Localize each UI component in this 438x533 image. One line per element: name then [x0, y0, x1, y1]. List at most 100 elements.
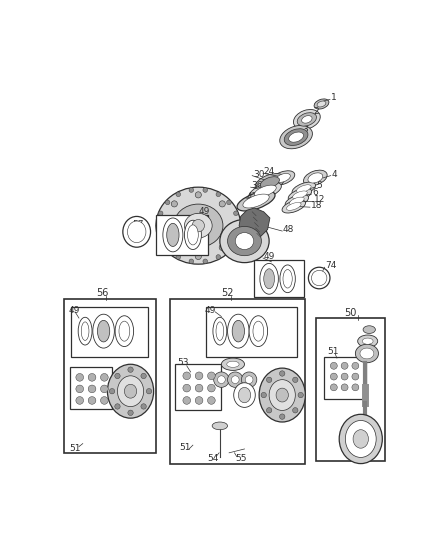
Ellipse shape: [184, 220, 201, 249]
Ellipse shape: [269, 379, 295, 410]
Ellipse shape: [219, 244, 225, 251]
Ellipse shape: [88, 385, 96, 393]
Ellipse shape: [195, 384, 203, 392]
Ellipse shape: [117, 376, 144, 407]
Ellipse shape: [238, 387, 251, 403]
Ellipse shape: [88, 397, 96, 405]
Text: 4: 4: [332, 169, 337, 179]
Ellipse shape: [128, 367, 133, 373]
Ellipse shape: [167, 223, 179, 246]
Bar: [70, 367, 112, 409]
Ellipse shape: [234, 383, 255, 407]
Text: 53: 53: [177, 358, 189, 367]
Bar: [254, 260, 304, 297]
Ellipse shape: [311, 270, 327, 286]
Ellipse shape: [254, 185, 276, 197]
Text: 48: 48: [283, 225, 294, 234]
Ellipse shape: [292, 182, 315, 195]
Ellipse shape: [228, 227, 261, 256]
Text: 42: 42: [247, 192, 258, 201]
Text: 55: 55: [235, 454, 247, 463]
Ellipse shape: [226, 247, 231, 251]
Polygon shape: [239, 208, 270, 239]
Ellipse shape: [352, 373, 359, 380]
Text: 5: 5: [316, 181, 322, 190]
Ellipse shape: [156, 187, 240, 264]
Ellipse shape: [192, 220, 205, 232]
Ellipse shape: [308, 267, 330, 289]
Ellipse shape: [260, 263, 279, 294]
Ellipse shape: [282, 200, 305, 213]
Ellipse shape: [165, 247, 170, 251]
Ellipse shape: [183, 397, 191, 405]
Ellipse shape: [227, 361, 239, 367]
Text: 36: 36: [251, 181, 263, 190]
Text: 51: 51: [70, 445, 81, 454]
Ellipse shape: [360, 348, 374, 359]
Ellipse shape: [293, 191, 307, 199]
Ellipse shape: [100, 385, 108, 393]
Bar: [175, 364, 221, 410]
Ellipse shape: [124, 384, 137, 398]
Ellipse shape: [107, 364, 154, 418]
Ellipse shape: [346, 421, 376, 457]
Text: 54: 54: [208, 454, 219, 463]
Bar: [71, 306, 148, 357]
Text: 49: 49: [205, 306, 216, 315]
Ellipse shape: [216, 192, 221, 197]
Ellipse shape: [76, 385, 84, 393]
Ellipse shape: [355, 344, 378, 363]
Ellipse shape: [123, 216, 151, 247]
Ellipse shape: [341, 384, 348, 391]
Ellipse shape: [78, 317, 92, 345]
Bar: [170, 299, 304, 464]
Ellipse shape: [93, 314, 114, 348]
Ellipse shape: [279, 414, 285, 419]
Ellipse shape: [189, 259, 194, 264]
Ellipse shape: [176, 255, 180, 260]
Ellipse shape: [297, 185, 311, 192]
Text: 52: 52: [221, 288, 234, 298]
Ellipse shape: [233, 211, 238, 215]
Ellipse shape: [362, 338, 373, 344]
Bar: [156, 215, 208, 255]
Ellipse shape: [208, 384, 215, 392]
Ellipse shape: [220, 220, 269, 263]
Ellipse shape: [203, 188, 208, 192]
Ellipse shape: [243, 194, 269, 208]
Ellipse shape: [233, 236, 238, 240]
Ellipse shape: [363, 326, 375, 334]
Ellipse shape: [163, 218, 183, 252]
Ellipse shape: [293, 109, 320, 130]
Ellipse shape: [261, 392, 266, 398]
Ellipse shape: [146, 389, 152, 394]
Ellipse shape: [216, 322, 224, 341]
Ellipse shape: [259, 368, 305, 422]
Text: 12: 12: [314, 195, 325, 204]
Ellipse shape: [255, 174, 285, 191]
Ellipse shape: [353, 430, 368, 448]
Ellipse shape: [264, 269, 275, 289]
Ellipse shape: [249, 316, 268, 346]
Ellipse shape: [249, 182, 281, 200]
Ellipse shape: [297, 112, 317, 126]
Ellipse shape: [341, 373, 348, 380]
Ellipse shape: [176, 192, 180, 197]
Ellipse shape: [213, 317, 227, 345]
Ellipse shape: [212, 422, 228, 430]
Ellipse shape: [214, 372, 229, 387]
Text: 2: 2: [314, 107, 319, 116]
Text: 51: 51: [328, 348, 339, 357]
Ellipse shape: [280, 265, 295, 293]
Text: 6: 6: [312, 188, 318, 197]
Ellipse shape: [110, 389, 115, 394]
Ellipse shape: [330, 384, 337, 391]
Ellipse shape: [304, 170, 327, 185]
Text: 49: 49: [198, 207, 210, 216]
Text: 56: 56: [96, 288, 108, 298]
Text: 50: 50: [345, 308, 357, 318]
Ellipse shape: [232, 320, 244, 342]
Ellipse shape: [288, 188, 312, 201]
Ellipse shape: [97, 320, 110, 342]
Ellipse shape: [317, 101, 326, 107]
